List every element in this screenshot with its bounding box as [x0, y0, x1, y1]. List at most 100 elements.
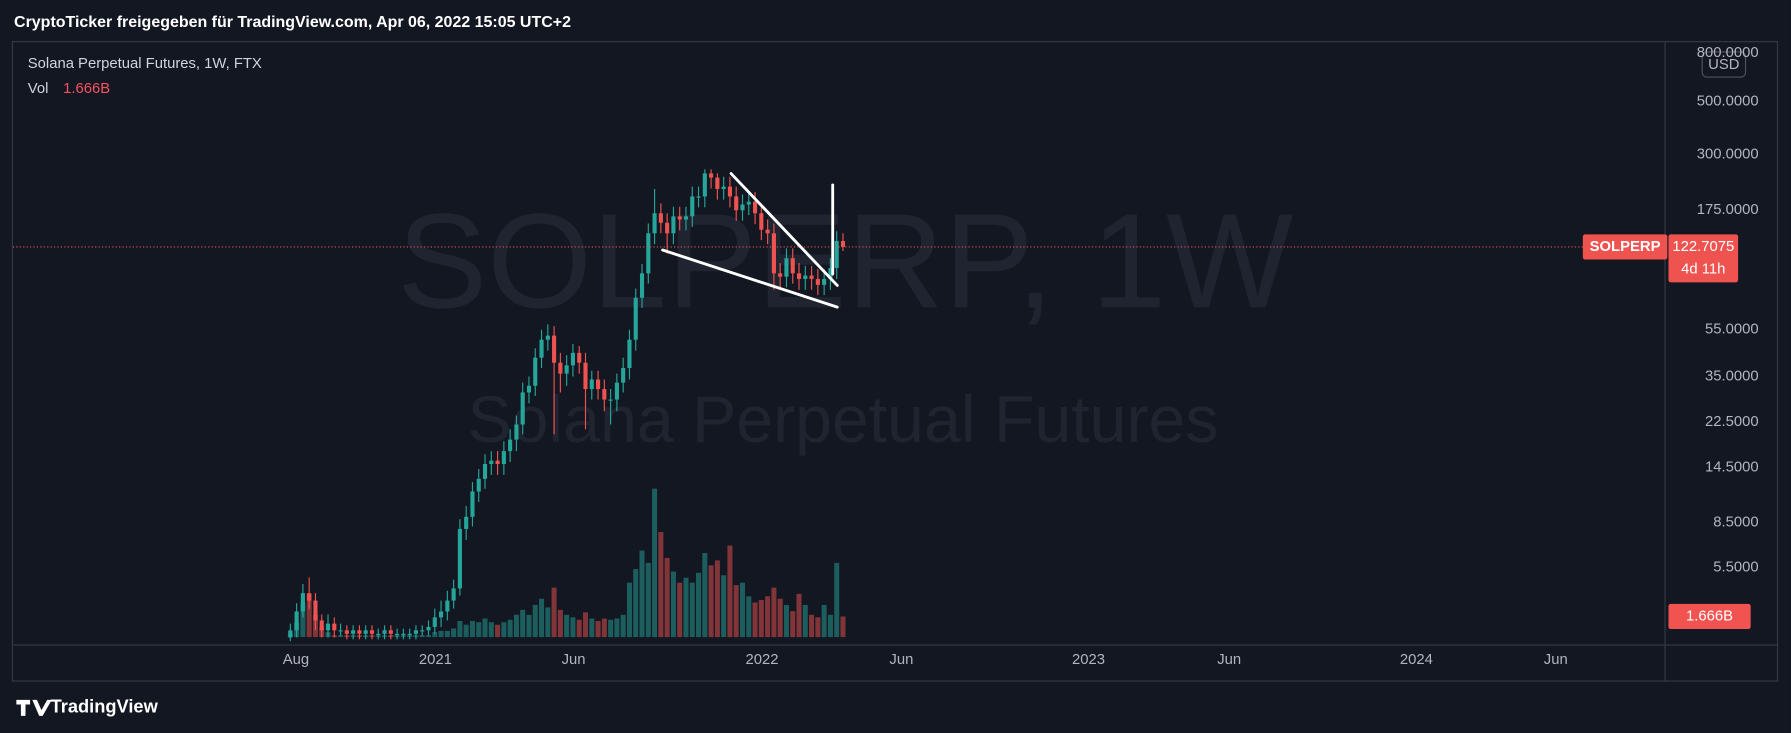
candle-body — [351, 630, 356, 634]
y-tick-label: 35.0000 — [1705, 368, 1759, 384]
volume-bar — [469, 621, 475, 638]
volume-bar — [677, 582, 683, 638]
footer-brand: TradingView — [51, 696, 159, 717]
candle-body — [470, 491, 475, 517]
watermark-symbol: SOLPERP, 1W — [397, 185, 1293, 336]
volume-bar — [476, 622, 482, 638]
volume-bar — [300, 602, 306, 638]
volume-bar — [733, 585, 739, 638]
candle-body — [325, 623, 331, 631]
candle-body — [420, 630, 425, 632]
volume-bar — [765, 596, 771, 638]
candle-body — [602, 389, 607, 400]
volume-bar — [545, 607, 551, 638]
candle-body — [589, 379, 594, 390]
watermark-description: Solana Perpetual Futures — [468, 383, 1219, 457]
candle-body — [388, 630, 393, 634]
candle-body — [815, 278, 820, 285]
volume-bar — [495, 624, 501, 638]
candle-body — [771, 233, 776, 274]
volume-bar — [771, 587, 777, 638]
volume-bar — [633, 569, 639, 638]
volume-bar — [752, 602, 758, 638]
candle-body — [778, 273, 783, 277]
last-price-tag — [1668, 234, 1739, 283]
candle-body — [395, 633, 400, 635]
volume-bar — [664, 557, 670, 638]
volume-bar — [783, 604, 789, 638]
candle-body — [564, 365, 569, 374]
volume-bar — [815, 617, 821, 638]
candle-body — [759, 213, 764, 230]
candle-body — [300, 593, 305, 612]
y-tick-label: 8.5000 — [1713, 515, 1758, 531]
candle-body — [690, 196, 695, 217]
candle-body — [514, 424, 519, 440]
candle-body — [803, 275, 808, 279]
volume-bar — [827, 614, 833, 638]
candle-body — [652, 213, 657, 234]
volume-bar — [614, 618, 620, 638]
candle-body — [696, 196, 701, 198]
legend-title: Solana Perpetual Futures, 1W, FTX — [28, 56, 262, 72]
candle-body — [545, 335, 550, 340]
trendline-lower — [661, 248, 839, 309]
candle-body — [451, 588, 456, 601]
volume-bar — [451, 628, 457, 638]
candle-body — [570, 352, 575, 366]
candle-body — [338, 630, 343, 632]
y-tick-label: 22.5000 — [1705, 414, 1759, 430]
y-tick-label: 175.0000 — [1697, 202, 1759, 218]
volume-bar — [645, 562, 651, 638]
candle-body — [445, 600, 450, 612]
volume-bar — [488, 622, 494, 638]
volume-bar — [689, 582, 695, 638]
candle-body — [627, 339, 632, 369]
volume-bar — [739, 582, 746, 638]
x-tick-label: Jun — [889, 652, 913, 668]
logo-mark — [16, 699, 52, 716]
volume-bar — [821, 604, 827, 638]
volume-bar — [670, 571, 676, 638]
y-tick-label: 300.0000 — [1697, 147, 1759, 163]
x-tick-label: Jun — [1217, 652, 1241, 668]
volume-bar — [626, 582, 632, 638]
axes: 800.0000 500.0000 300.0000 175.0000 55.0000 3… — [283, 45, 1759, 668]
candle-body — [790, 258, 795, 274]
volume-bar — [802, 604, 808, 638]
candle-body — [552, 335, 557, 363]
volume-bar — [746, 596, 752, 638]
candle-body — [288, 630, 293, 638]
volume-bar — [444, 630, 450, 638]
volume-bar — [526, 614, 532, 638]
volume-bar — [639, 550, 645, 638]
candle-body — [526, 385, 532, 393]
candle-body — [313, 600, 318, 621]
currency-button[interactable] — [1701, 51, 1747, 78]
volume-bar — [463, 624, 469, 638]
volume-bar — [601, 618, 607, 638]
volume-bar — [501, 622, 507, 638]
volume-tag-label: 1.666B — [1686, 608, 1733, 624]
candle-body — [382, 630, 387, 634]
candle-body — [376, 633, 381, 635]
volume-bar — [582, 612, 589, 638]
candle-body — [734, 196, 739, 211]
candle-body — [501, 451, 506, 465]
volume-bar — [702, 552, 708, 638]
candle-body — [784, 258, 789, 277]
y-tick-label: 800.0000 — [1697, 45, 1759, 61]
volume-bar — [589, 618, 595, 638]
volume-bar — [520, 609, 526, 638]
candle-body — [539, 339, 544, 358]
volume-bar — [419, 635, 425, 638]
candle-body — [727, 186, 732, 197]
plot-area — [12, 169, 1666, 642]
candle-body — [633, 297, 638, 340]
candle-body — [840, 240, 846, 247]
candle-body — [476, 478, 481, 492]
candle-body — [294, 611, 299, 631]
candle-body — [401, 633, 406, 635]
volume-bar — [608, 619, 614, 638]
